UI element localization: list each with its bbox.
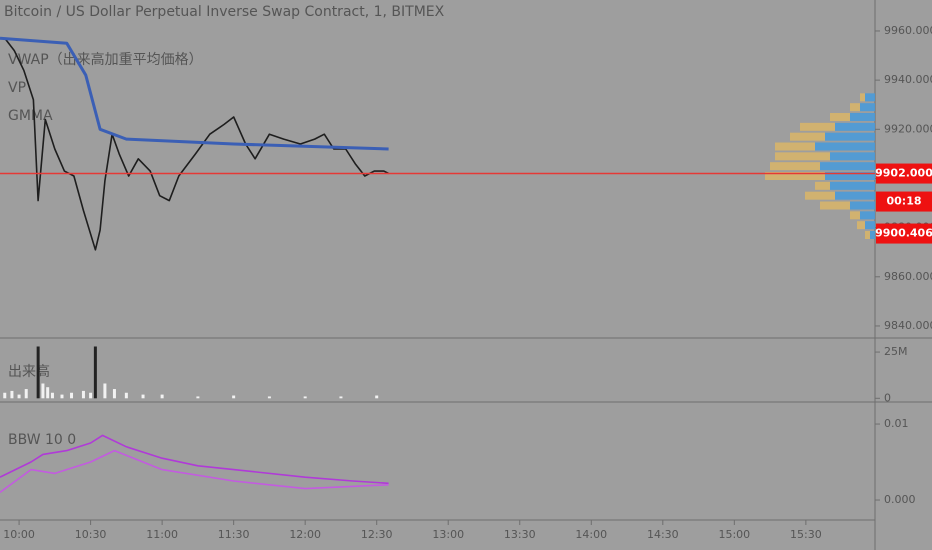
x-tick-label: 10:00 <box>3 528 35 541</box>
line-series <box>4 37 389 251</box>
x-tick-label: 11:30 <box>218 528 250 541</box>
line-series <box>0 449 389 494</box>
countdown: 00:18 <box>886 195 921 208</box>
y-tick-label: 25M <box>884 345 908 358</box>
volume-bar <box>103 383 107 399</box>
volume-bar <box>196 396 200 399</box>
y-tick-label: 9860.000 <box>884 270 932 283</box>
profile-bar <box>850 201 875 210</box>
x-tick-label: 14:30 <box>647 528 679 541</box>
profile-bar <box>850 211 860 220</box>
volume-bar <box>124 392 128 399</box>
vwap-label: 9900.406 <box>875 227 932 240</box>
volume-bar <box>3 392 7 399</box>
profile-bar <box>860 93 865 102</box>
x-tick-label: 12:00 <box>289 528 321 541</box>
price-label-box <box>876 163 932 184</box>
profile-bar <box>820 162 875 171</box>
volume-bar <box>41 383 45 399</box>
x-tick-label: 13:30 <box>504 528 536 541</box>
indicator-label: VP <box>8 80 26 96</box>
volume-bar <box>50 392 54 399</box>
vwap-label-box <box>876 223 932 244</box>
volume-bar <box>93 346 97 399</box>
profile-bar <box>805 191 835 200</box>
x-tick-label: 11:00 <box>146 528 178 541</box>
profile-bar <box>830 152 875 161</box>
line-series <box>0 36 389 151</box>
profile-bar <box>835 122 875 131</box>
volume-bar <box>24 389 28 399</box>
chart-title: Bitcoin / US Dollar Perpetual Inverse Sw… <box>4 4 445 20</box>
volume-bar <box>303 396 307 399</box>
profile-bar <box>860 211 875 220</box>
y-tick-label: 9840.000 <box>884 319 932 332</box>
countdown-box <box>876 191 932 212</box>
y-tick-label: 0.01 <box>884 417 909 430</box>
profile-bar <box>770 162 820 171</box>
y-tick-label: 9960.000 <box>884 24 932 37</box>
indicator-label: VWAP（出来高加重平均価格） <box>8 51 203 68</box>
y-tick-label: 0 <box>884 391 891 404</box>
profile-bar <box>775 152 830 161</box>
profile-bar <box>820 201 850 210</box>
profile-bar <box>850 103 860 112</box>
x-tick-label: 12:30 <box>361 528 393 541</box>
volume-bar <box>89 392 93 399</box>
profile-bar <box>835 191 875 200</box>
volume-bar <box>36 346 40 399</box>
profile-bar <box>857 221 865 230</box>
profile-bar <box>825 132 875 141</box>
profile-bar <box>815 142 875 151</box>
x-tick-label: 15:00 <box>718 528 750 541</box>
profile-bar <box>765 172 825 181</box>
volume-bar <box>375 395 379 399</box>
y-tick-label: 9940.000 <box>884 73 932 86</box>
y-tick-label: 0.000 <box>884 493 916 506</box>
volume-bar <box>17 394 21 399</box>
profile-bar <box>865 93 875 102</box>
indicator-label: GMMA <box>8 108 53 124</box>
line-series <box>0 434 389 485</box>
volume-bar <box>339 396 343 399</box>
x-tick-label: 14:00 <box>575 528 607 541</box>
x-tick-label: 15:30 <box>790 528 822 541</box>
y-tick-label: 9920.000 <box>884 122 932 135</box>
volume-bar <box>232 395 236 399</box>
profile-bar <box>865 231 870 240</box>
volume-bar <box>112 389 116 399</box>
price-label: 9902.000 <box>875 167 932 180</box>
volume-bar <box>267 396 271 399</box>
profile-bar <box>800 122 835 131</box>
pane-title: 出来高 <box>8 363 50 380</box>
x-tick-label: 13:00 <box>432 528 464 541</box>
profile-bar <box>825 172 875 181</box>
volume-bar <box>60 394 64 399</box>
profile-bar <box>850 113 875 122</box>
volume-bar <box>141 394 145 399</box>
profile-bar <box>830 113 850 122</box>
profile-bar <box>860 103 875 112</box>
volume-bar <box>160 394 164 399</box>
pane-title: BBW 10 0 <box>8 432 76 448</box>
profile-bar <box>790 132 825 141</box>
profile-bar <box>870 231 875 240</box>
profile-bar <box>815 181 830 190</box>
volume-bar <box>70 392 74 399</box>
profile-bar <box>830 181 875 190</box>
volume-bar <box>81 390 85 399</box>
x-tick-label: 10:30 <box>75 528 107 541</box>
profile-bar <box>865 221 875 230</box>
volume-bar <box>46 387 50 399</box>
profile-bar <box>775 142 815 151</box>
volume-bar <box>10 390 14 399</box>
